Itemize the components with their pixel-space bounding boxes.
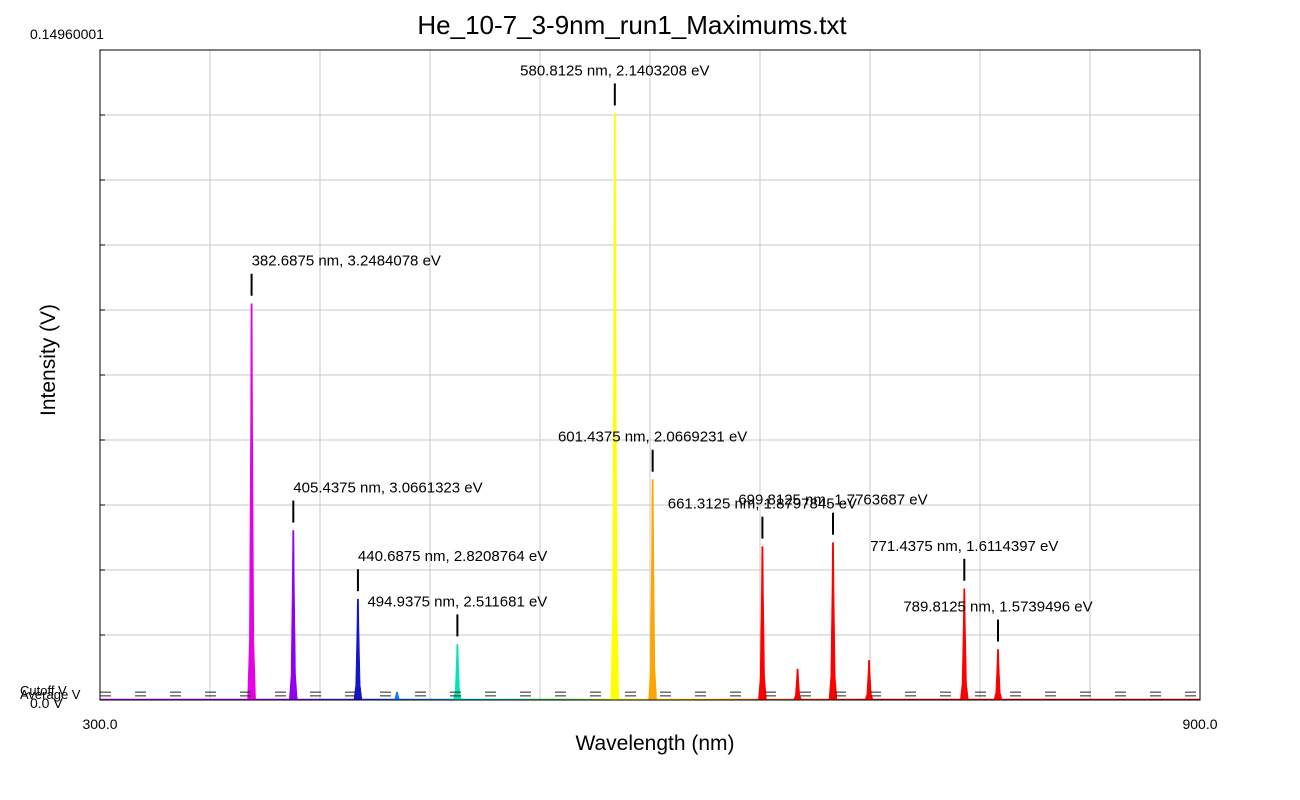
y-tick-max: 0.14960001 [30, 26, 104, 42]
average-label: Average V [20, 687, 81, 702]
peak-label: 789.8125 nm, 1.5739496 eV [903, 599, 1092, 616]
x-tick-min: 300.0 [82, 716, 117, 732]
grid [100, 50, 1200, 700]
peak-label: 494.9375 nm, 2.511681 eV [367, 593, 547, 610]
x-tick-max: 900.0 [1182, 716, 1217, 732]
chart-title: He_10-7_3-9nm_run1_Maximums.txt [417, 10, 847, 40]
y-axis-label: Intensity (V) [37, 304, 60, 416]
reference-lines [100, 691, 1200, 697]
spectral-peak [648, 479, 657, 701]
cutoff-label: Cutoff V [20, 683, 67, 698]
peak-label: 405.4375 nm, 3.0661323 eV [293, 480, 482, 497]
spectral-peak [353, 598, 363, 701]
spectral-peak [247, 303, 256, 701]
spectral-peak [959, 588, 969, 701]
spectral-peak [610, 113, 620, 701]
peak-label: 440.6875 nm, 2.8208764 eV [358, 548, 547, 565]
peak-label: 580.8125 nm, 2.1403208 eV [520, 62, 709, 79]
peak-annotations: 382.6875 nm, 3.2484078 eV 405.4375 nm, 3.… [250, 62, 1093, 642]
spectral-peak [828, 542, 838, 701]
peak-label: 661.3125 nm, 1.8797845 eV [668, 496, 857, 513]
spectral-peak [864, 660, 874, 701]
peak-label: 699.8125 nm, 1.7763687 eV [738, 492, 927, 509]
spectral-peak [453, 644, 462, 701]
spectral-peak [993, 649, 1003, 701]
plot-frame [99, 49, 1201, 701]
peak-label: 601.4375 nm, 2.0669231 eV [558, 429, 747, 446]
peak-label: 382.6875 nm, 3.2484078 eV [252, 253, 441, 270]
peaks [247, 113, 1003, 701]
peak-label: 771.4375 nm, 1.6114397 eV [870, 538, 1058, 555]
y-tick-min: 0.0 V [30, 695, 63, 711]
spectral-peak [793, 668, 803, 701]
spectral-peak [288, 530, 298, 701]
x-axis-label: Wavelength (nm) [575, 732, 734, 755]
